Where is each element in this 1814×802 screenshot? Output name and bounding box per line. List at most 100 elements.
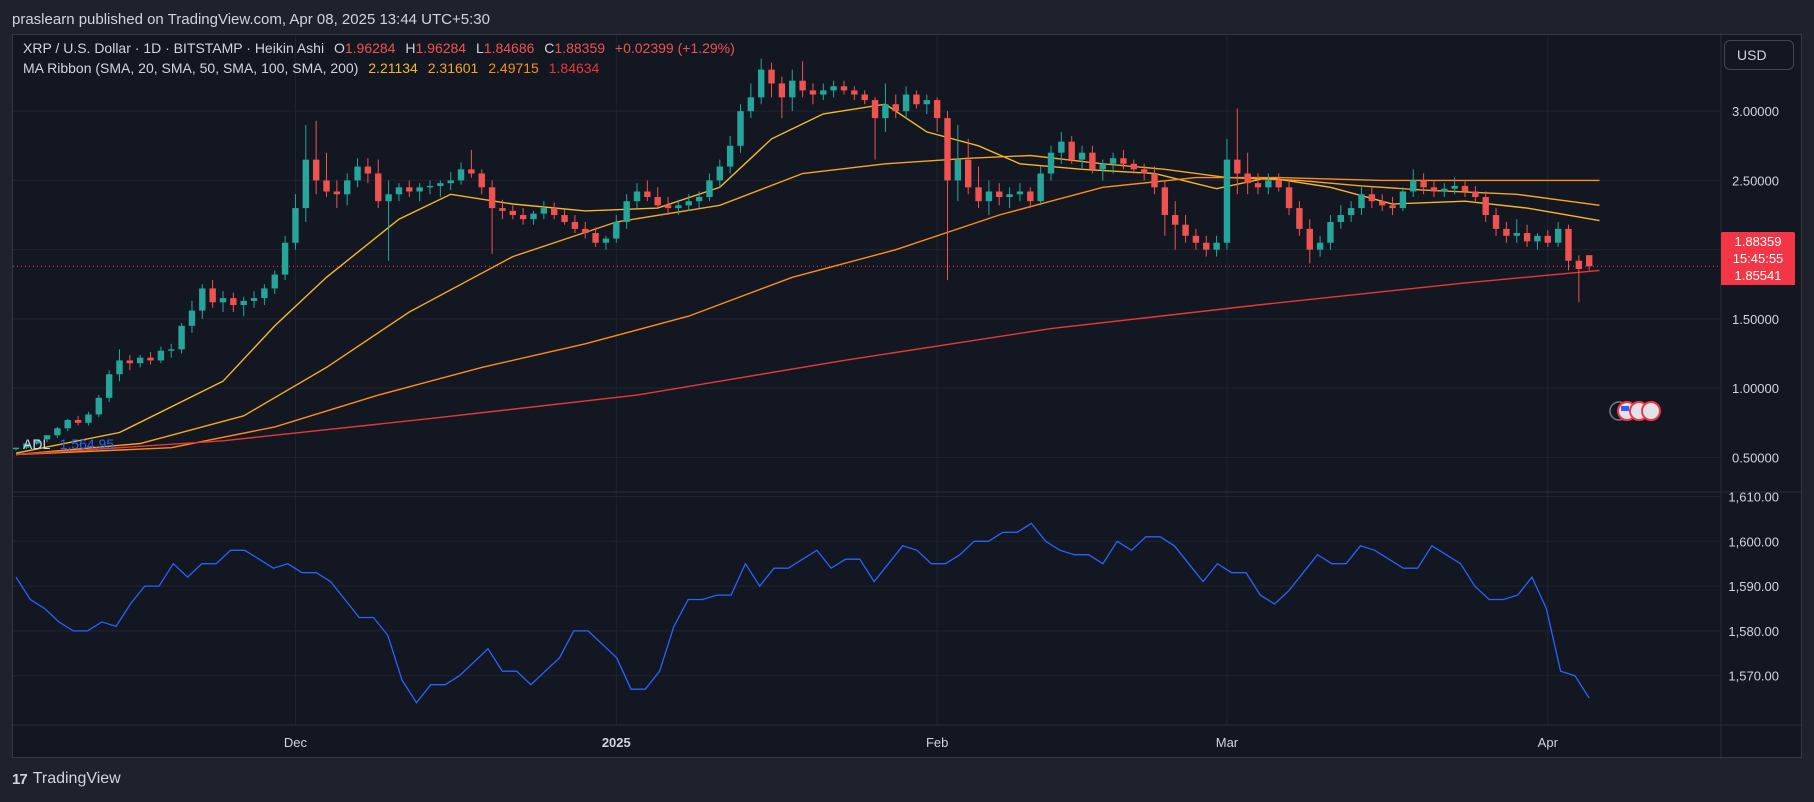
candle-body[interactable] xyxy=(1379,201,1386,206)
candle-body[interactable] xyxy=(892,104,899,112)
candle-body[interactable] xyxy=(1089,152,1096,170)
candle-body[interactable] xyxy=(1047,152,1055,174)
candle-body[interactable] xyxy=(1482,197,1489,216)
candle-body[interactable] xyxy=(395,187,403,195)
candle-body[interactable] xyxy=(426,185,434,188)
candle-body[interactable] xyxy=(1068,141,1075,160)
candle-body[interactable] xyxy=(271,274,278,289)
candle-body[interactable] xyxy=(623,201,630,222)
candle-body[interactable] xyxy=(1523,233,1531,242)
candle-body[interactable] xyxy=(74,419,82,423)
candle-body[interactable] xyxy=(965,159,972,188)
candle-body[interactable] xyxy=(944,118,951,181)
candle-body[interactable] xyxy=(1234,159,1241,174)
candle-body[interactable] xyxy=(675,205,682,209)
candle-body[interactable] xyxy=(882,104,889,119)
candle-body[interactable] xyxy=(954,159,962,181)
candle-body[interactable] xyxy=(1347,208,1355,216)
candle-body[interactable] xyxy=(85,414,92,423)
candle-body[interactable] xyxy=(664,205,672,209)
candle-body[interactable] xyxy=(1192,235,1200,243)
candle-body[interactable] xyxy=(1027,191,1034,202)
candle-body[interactable] xyxy=(1420,180,1427,188)
candle-body[interactable] xyxy=(1544,235,1551,243)
economic-event-markers[interactable] xyxy=(1609,401,1661,421)
candle-body[interactable] xyxy=(1575,260,1583,270)
candle-body[interactable] xyxy=(1016,191,1024,195)
candle-body[interactable] xyxy=(1058,141,1065,153)
candle-body[interactable] xyxy=(1275,180,1282,188)
candle-body[interactable] xyxy=(1441,188,1448,192)
candle-body[interactable] xyxy=(230,298,237,306)
candle-body[interactable] xyxy=(747,97,755,112)
candle-body[interactable] xyxy=(457,169,465,181)
candle-body[interactable] xyxy=(126,360,134,364)
candle-body[interactable] xyxy=(147,357,154,361)
candle-body[interactable] xyxy=(281,242,289,275)
candle-body[interactable] xyxy=(1109,158,1117,164)
candle-body[interactable] xyxy=(975,187,982,202)
candle-body[interactable] xyxy=(1254,183,1262,188)
candle-body[interactable] xyxy=(292,208,299,243)
candle-body[interactable] xyxy=(95,397,102,415)
candle-body[interactable] xyxy=(240,300,247,306)
candle-body[interactable] xyxy=(1461,185,1469,192)
candle-body[interactable] xyxy=(1565,228,1572,261)
candle-body[interactable] xyxy=(758,69,765,98)
candle-body[interactable] xyxy=(996,191,1003,198)
candle-body[interactable] xyxy=(406,187,413,192)
candle-body[interactable] xyxy=(54,428,61,436)
candle-body[interactable] xyxy=(178,325,185,350)
candle-body[interactable] xyxy=(695,197,703,202)
candle-body[interactable] xyxy=(13,447,20,450)
candle-body[interactable] xyxy=(861,94,868,101)
candle-body[interactable] xyxy=(250,298,258,301)
candle-body[interactable] xyxy=(219,298,227,303)
us-flag-icon[interactable] xyxy=(1641,401,1661,421)
candle-body[interactable] xyxy=(416,187,423,192)
candle-body[interactable] xyxy=(551,208,558,216)
candle-body[interactable] xyxy=(375,173,382,202)
candle-body[interactable] xyxy=(1006,194,1013,198)
candle-body[interactable] xyxy=(985,191,993,202)
candle-body[interactable] xyxy=(1172,215,1179,225)
candle-body[interactable] xyxy=(1430,187,1438,192)
candle-body[interactable] xyxy=(344,180,351,195)
candle-body[interactable] xyxy=(613,221,620,239)
candle-body[interactable] xyxy=(644,191,651,198)
candle-body[interactable] xyxy=(209,288,216,303)
candle-body[interactable] xyxy=(437,183,444,186)
candle-body[interactable] xyxy=(323,180,330,192)
candle-body[interactable] xyxy=(199,288,206,311)
candle-body[interactable] xyxy=(923,100,930,105)
candle-body[interactable] xyxy=(1213,242,1220,250)
adl-series[interactable] xyxy=(15,522,1590,704)
candle-body[interactable] xyxy=(654,197,661,206)
candle-body[interactable] xyxy=(447,180,454,184)
candle-body[interactable] xyxy=(1389,205,1396,209)
candle-body[interactable] xyxy=(726,145,734,167)
candle-body[interactable] xyxy=(530,213,537,220)
candle-body[interactable] xyxy=(582,228,589,234)
candle-body[interactable] xyxy=(561,215,568,222)
candle-body[interactable] xyxy=(1492,215,1500,229)
candle-body[interactable] xyxy=(488,187,496,209)
candle-body[interactable] xyxy=(1265,180,1272,188)
candle-body[interactable] xyxy=(157,350,165,361)
candle-body[interactable] xyxy=(820,90,827,95)
candle-body[interactable] xyxy=(43,435,51,440)
candle-body[interactable] xyxy=(137,357,144,364)
candle-body[interactable] xyxy=(1130,163,1137,170)
candle-body[interactable] xyxy=(105,374,113,398)
candle-body[interactable] xyxy=(1203,242,1210,250)
candle-body[interactable] xyxy=(633,191,641,202)
candle-body[interactable] xyxy=(64,419,71,429)
candle-body[interactable] xyxy=(1037,173,1044,202)
candle-body[interactable] xyxy=(1410,180,1417,192)
candle-body[interactable] xyxy=(519,215,527,220)
candle-body[interactable] xyxy=(1327,221,1334,243)
candle-body[interactable] xyxy=(602,238,610,243)
adl-legend[interactable]: ADL 1,564.95 xyxy=(23,436,114,452)
candle-body[interactable] xyxy=(23,443,30,448)
candle-body[interactable] xyxy=(1306,228,1313,250)
